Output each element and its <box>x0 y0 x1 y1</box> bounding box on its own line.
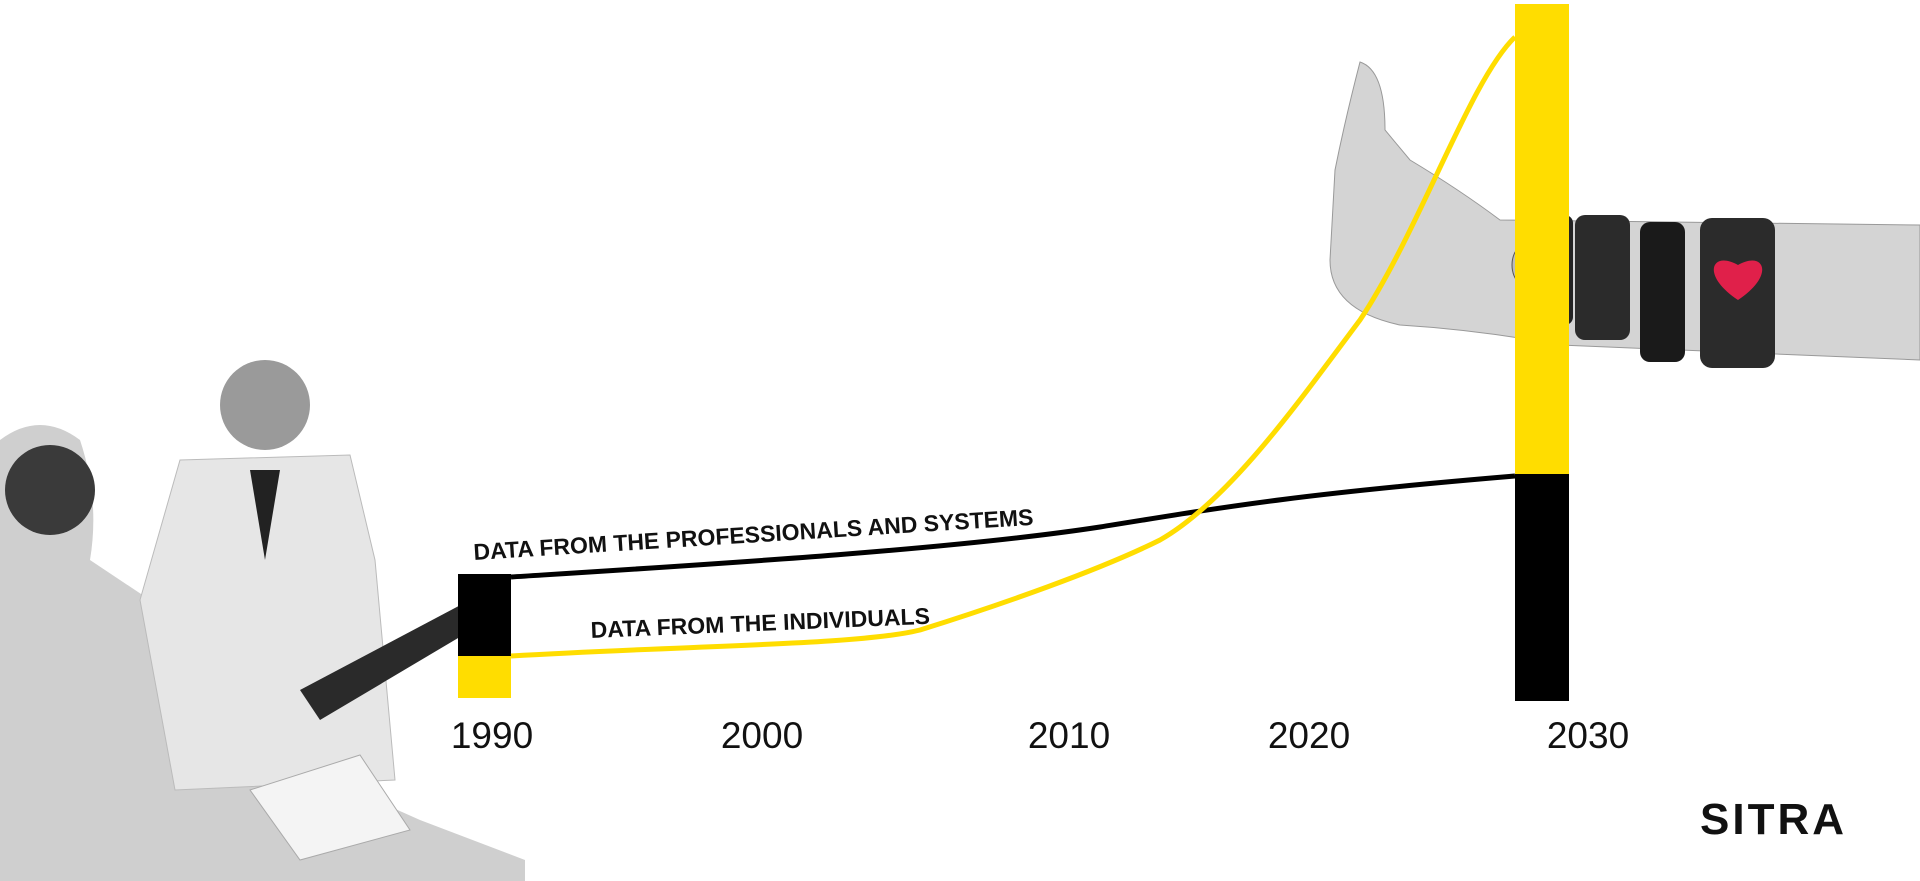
year-label: 2010 <box>1028 715 1110 756</box>
individuals-curve <box>510 35 1517 659</box>
year-label: 2020 <box>1268 715 1350 756</box>
year-label: 2000 <box>721 715 803 756</box>
year-label: 1990 <box>451 715 533 756</box>
professionals-curve <box>510 473 1516 580</box>
end-bar-yellow <box>1515 4 1569 474</box>
year-label: 2030 <box>1547 715 1629 756</box>
photo-doctor-patient <box>0 360 525 881</box>
end-bar-black <box>1515 474 1569 701</box>
start-bar-yellow <box>458 656 511 698</box>
logo: SITRA <box>1700 795 1847 844</box>
start-bar-black <box>458 574 511 656</box>
professionals-label: DATA FROM THE PROFESSIONALS AND SYSTEMS <box>473 504 1034 565</box>
